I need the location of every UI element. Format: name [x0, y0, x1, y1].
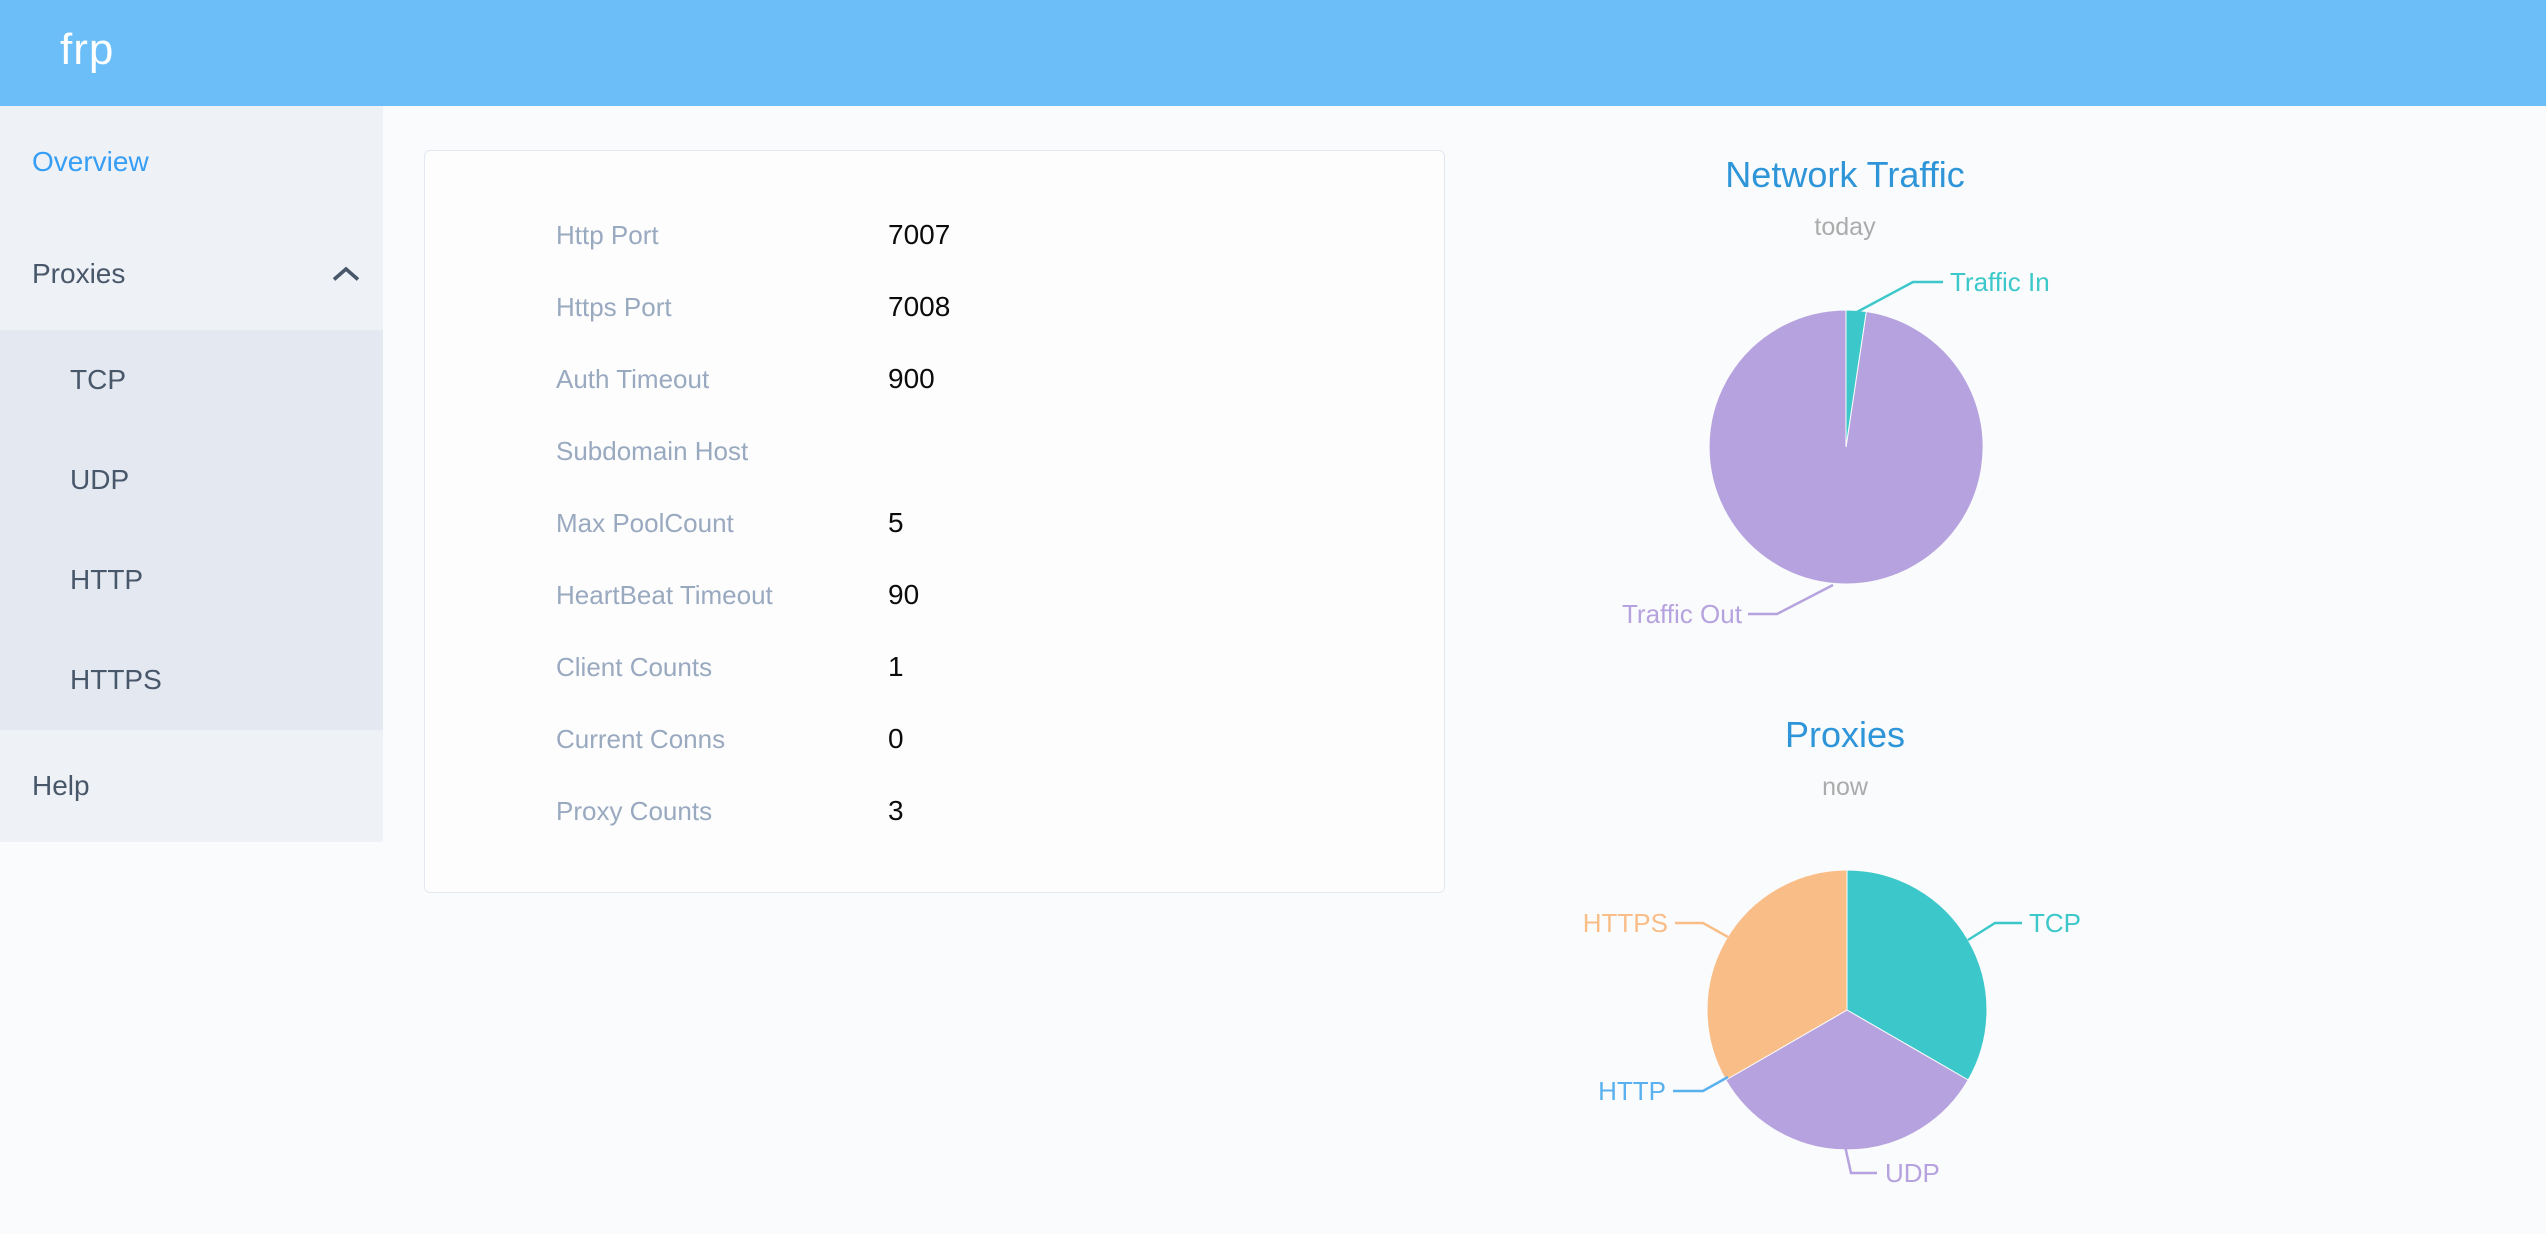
- sidebar-item-udp[interactable]: UDP: [0, 430, 383, 530]
- https-leader-line: [1675, 921, 1729, 939]
- info-row-heartbeat-timeout: HeartBeat Timeout 90: [425, 559, 1444, 631]
- info-label: Http Port: [556, 219, 659, 250]
- sidebar-item-label: HTTPS: [70, 664, 162, 695]
- info-label: Proxy Counts: [556, 795, 713, 826]
- info-row-current-conns: Current Conns 0: [425, 703, 1444, 775]
- sidebar: Overview Proxies TCP UDP HTTP HT: [0, 106, 383, 842]
- pie-label-http: HTTP: [1598, 1076, 1666, 1106]
- pie-label-traffic-in: Traffic In: [1950, 267, 2050, 297]
- sidebar-item-https[interactable]: HTTPS: [0, 630, 383, 730]
- chart-subtitle: now: [1822, 773, 1868, 801]
- sidebar-item-label: TCP: [70, 364, 126, 395]
- sidebar-item-label: Overview: [32, 146, 149, 177]
- info-row-proxy-counts: Proxy Counts 3: [425, 775, 1444, 847]
- traffic-out-leader-line: [1748, 583, 1834, 616]
- proxies-submenu: TCP UDP HTTP HTTPS: [0, 330, 383, 730]
- pie-label-https: HTTPS: [1583, 908, 1668, 938]
- chart-subtitle: today: [1814, 213, 1876, 241]
- info-row-https-port: Https Port 7008: [425, 271, 1444, 343]
- sidebar-item-label: UDP: [70, 464, 130, 495]
- sidebar-item-overview[interactable]: Overview: [0, 106, 383, 218]
- info-label: HeartBeat Timeout: [556, 579, 773, 610]
- info-value: 7007: [888, 219, 951, 250]
- pie-slice-traffic-in[interactable]: [1845, 309, 1867, 448]
- app-header: frp: [0, 0, 2546, 106]
- info-label: Auth Timeout: [556, 363, 710, 394]
- chart-title: Network Traffic: [1725, 154, 1965, 195]
- pie-label-tcp: TCP: [2029, 908, 2081, 938]
- chart-title: Proxies: [1784, 714, 1906, 755]
- sidebar-menu: Overview Proxies TCP UDP HTTP HT: [0, 106, 383, 842]
- app-logo[interactable]: frp: [60, 25, 115, 74]
- info-label: Subdomain Host: [556, 435, 749, 466]
- proxies-chart: Proxies now TCP HTTPS HTTP UDP: [1445, 710, 2245, 1234]
- pie-slice-https[interactable]: [1706, 869, 1848, 1081]
- info-value: 7008: [888, 291, 951, 322]
- info-value: 3: [888, 795, 904, 826]
- info-value: 900: [888, 363, 935, 394]
- pie-label-traffic-out: Traffic Out: [1622, 599, 1743, 629]
- http-leader-line: [1673, 1075, 1729, 1093]
- info-value: 0: [888, 723, 904, 754]
- tcp-leader-line: [1967, 921, 2022, 942]
- info-value: 90: [888, 579, 920, 610]
- server-info-card: Http Port 7007 Https Port 7008 Auth Time…: [424, 150, 1445, 893]
- info-row-max-poolcount: Max PoolCount 5: [425, 487, 1444, 559]
- traffic-in-leader-line: [1856, 280, 1943, 314]
- info-row-subdomain-host: Subdomain Host: [425, 415, 1444, 487]
- sidebar-item-label: Proxies: [32, 258, 126, 289]
- info-label: Current Conns: [556, 723, 726, 754]
- info-label: Max PoolCount: [556, 507, 734, 538]
- udp-leader-line: [1843, 1145, 1877, 1175]
- chevron-up-icon: [332, 266, 360, 281]
- network-traffic-pie: Traffic In Traffic Out: [1622, 267, 2050, 629]
- info-label: Https Port: [556, 291, 672, 322]
- info-value: 1: [888, 651, 904, 682]
- sidebar-item-proxies[interactable]: Proxies: [0, 218, 383, 330]
- sidebar-item-help[interactable]: Help: [0, 730, 383, 842]
- info-row-http-port: Http Port 7007: [425, 199, 1444, 271]
- info-value: 5: [888, 507, 904, 538]
- sidebar-item-label: HTTP: [70, 564, 144, 595]
- sidebar-item-label: Help: [32, 770, 90, 801]
- pie-label-udp: UDP: [1885, 1158, 1940, 1188]
- info-row-auth-timeout: Auth Timeout 900: [425, 343, 1444, 415]
- sidebar-item-http[interactable]: HTTP: [0, 530, 383, 630]
- info-row-client-counts: Client Counts 1: [425, 631, 1444, 703]
- sidebar-item-tcp[interactable]: TCP: [0, 330, 383, 430]
- info-label: Client Counts: [556, 651, 713, 682]
- network-traffic-chart: Network Traffic today Traffic In Traffic…: [1445, 130, 2245, 710]
- proxies-pie: TCP HTTPS HTTP UDP: [1583, 869, 2081, 1188]
